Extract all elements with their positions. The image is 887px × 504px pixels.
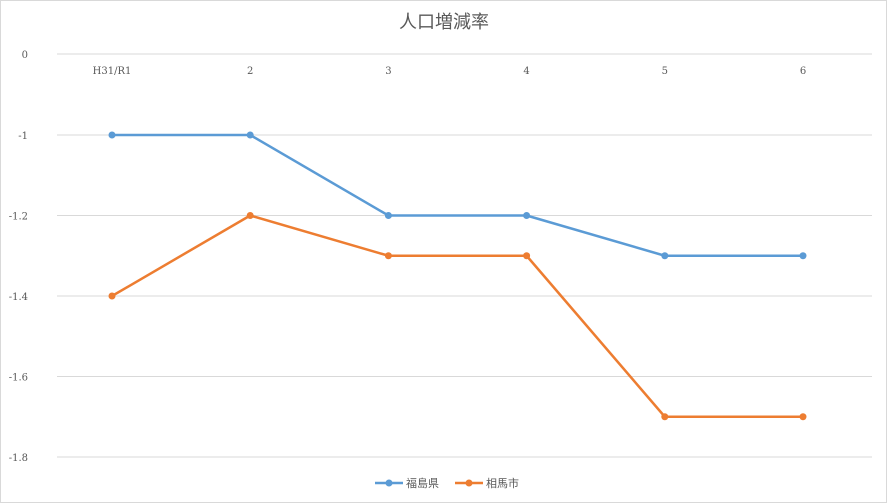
series xyxy=(108,131,807,421)
data-point xyxy=(661,413,669,421)
legend: 福島県 相馬市 xyxy=(375,476,519,490)
y-tick-label: -1.4 xyxy=(9,292,28,303)
x-tick-label: 4 xyxy=(523,66,529,77)
x-axis-ticks: H31/R1 2 3 4 5 6 xyxy=(93,66,807,77)
data-point xyxy=(523,252,531,260)
chart-title: 人口増減率 xyxy=(399,12,489,33)
data-point xyxy=(523,212,531,219)
legend-marker xyxy=(465,479,473,487)
legend-item: 福島県 xyxy=(375,476,439,490)
series-1 xyxy=(108,131,807,260)
y-tick-label: -1.2 xyxy=(9,212,28,223)
data-point xyxy=(799,252,807,260)
data-point xyxy=(108,292,116,300)
legend-label: 相馬市 xyxy=(486,476,519,490)
series-2 xyxy=(108,212,807,421)
series-line xyxy=(112,133,803,257)
x-tick-label: 3 xyxy=(385,66,391,77)
y-axis-ticks: 0 -1 -1.2 -1.4 -1.6 -1.8 xyxy=(9,50,28,464)
y-tick-label: -1 xyxy=(18,131,28,142)
legend-marker xyxy=(385,479,393,487)
data-point xyxy=(246,212,254,219)
data-point xyxy=(799,413,807,421)
y-tick-label: -1.8 xyxy=(9,453,28,464)
x-tick-label: 6 xyxy=(800,66,806,77)
y-tick-label: -1.6 xyxy=(9,373,28,384)
data-point xyxy=(246,131,254,139)
data-point xyxy=(384,252,392,260)
data-point xyxy=(384,212,392,219)
y-tick-label: 0 xyxy=(22,50,28,61)
x-tick-label: H31/R1 xyxy=(93,66,132,77)
legend-item: 相馬市 xyxy=(455,476,519,490)
series-line xyxy=(111,214,803,418)
x-tick-label: 2 xyxy=(247,66,253,77)
legend-label: 福島県 xyxy=(406,476,439,490)
data-point xyxy=(108,131,116,139)
data-point xyxy=(661,252,669,260)
x-tick-label: 5 xyxy=(662,66,668,77)
